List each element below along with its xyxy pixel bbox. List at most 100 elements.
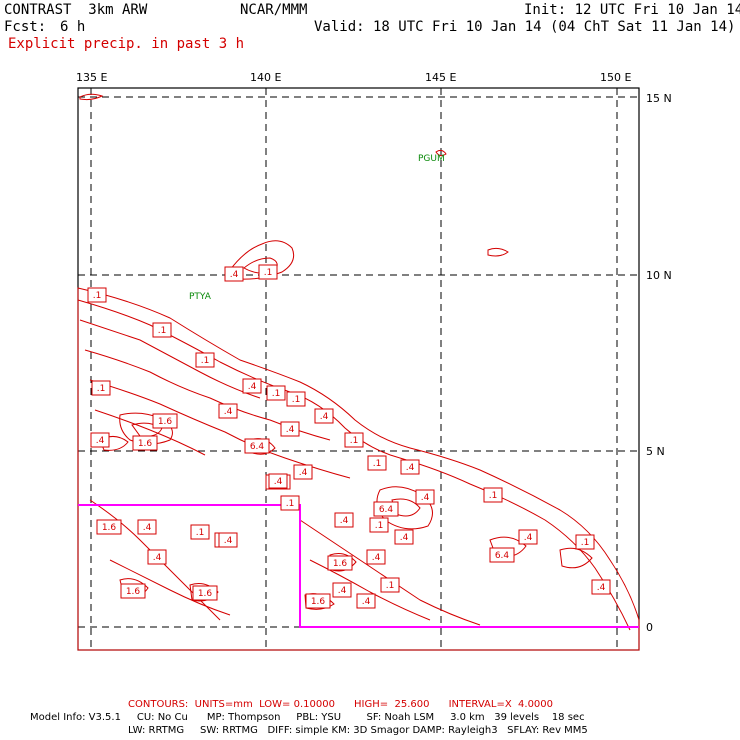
contour-label: .1 — [575, 534, 595, 550]
station-pgum: PGUM — [418, 154, 445, 164]
contour-label: .4 — [518, 529, 538, 545]
contour-label: .4 — [137, 519, 157, 535]
contour-label-text: .1 — [158, 326, 167, 336]
contour-label: .4 — [90, 432, 110, 448]
contour-label-text: 1.6 — [126, 587, 141, 597]
contour-label: 1.6 — [132, 435, 158, 451]
lat-label-15n: 15 N — [646, 92, 672, 105]
contour-label-text: .1 — [97, 384, 106, 394]
contour-label: .4 — [400, 459, 420, 475]
contour-label: .1 — [483, 487, 503, 503]
contour-label: 1.6 — [96, 519, 122, 535]
contour-label-text: .4 — [362, 597, 371, 607]
contour-label: .1 — [280, 495, 300, 511]
init-time: Init: 12 UTC Fri 10 Jan 14 — [524, 2, 740, 18]
station-markers: PGUM PTYA — [189, 154, 445, 302]
contour-label-text: .4 — [338, 586, 347, 596]
contour-label: .4 — [147, 549, 167, 565]
contour-label-text: .4 — [286, 425, 295, 435]
fcst-label: Fcst: — [4, 19, 47, 35]
contour-label: .4 — [224, 266, 244, 282]
model-title: CONTRAST 3km ARW — [4, 2, 148, 18]
contour-label-text: .1 — [196, 528, 205, 538]
contour-label-text: .4 — [372, 553, 381, 563]
contour-label-text: .4 — [406, 463, 415, 473]
contour-label: .1 — [91, 380, 111, 396]
contour-label-text: 1.6 — [198, 589, 213, 599]
contours-info: CONTOURS: UNITS=mm LOW= 0.10000 HIGH= 25… — [128, 699, 554, 710]
contour-label-text: .4 — [320, 412, 329, 422]
contour-label: 1.6 — [305, 593, 331, 609]
contour-label-text: 6.4 — [379, 505, 394, 515]
contour-label-text: .1 — [373, 459, 382, 469]
contour-label-text: .4 — [248, 382, 257, 392]
contour-label: 1.6 — [120, 583, 146, 599]
valid-time: Valid: 18 UTC Fri 10 Jan 14 (04 ChT Sat … — [314, 19, 736, 35]
contour-label-text: 1.6 — [158, 417, 173, 427]
contour-label-text: 1.6 — [311, 597, 326, 607]
contour-label-text: .4 — [230, 270, 239, 280]
model-info-line1: Model Info: V3.5.1 CU: No Cu MP: Thompso… — [30, 712, 585, 723]
contour-label-text: .1 — [489, 491, 498, 501]
contour-label-text: .1 — [264, 268, 273, 278]
contour-label: .1 — [190, 524, 210, 540]
contour-label-text: .1 — [386, 581, 395, 591]
contour-label: .4 — [280, 421, 300, 437]
contour-label: .4 — [591, 579, 611, 595]
lat-label-0: 0 — [646, 621, 653, 634]
contour-label: .1 — [258, 264, 278, 280]
contour-label-text: .4 — [421, 493, 430, 503]
fcst-value: 6 h — [60, 19, 86, 35]
contour-label: .4 — [242, 378, 262, 394]
contour-label: .4 — [334, 512, 354, 528]
contour-label: .1 — [344, 432, 364, 448]
contour-label: 6.4 — [244, 438, 270, 454]
contour-label: .4 — [415, 489, 435, 505]
lat-label-10n: 10 N — [646, 269, 672, 282]
contour-label: .4 — [314, 408, 334, 424]
contour-label: 6.4 — [373, 501, 399, 517]
contour-label-text: .4 — [96, 436, 105, 446]
lon-label-135: 135 E — [76, 71, 108, 84]
contour-label: .1 — [367, 455, 387, 471]
contour-label-text: .1 — [286, 499, 295, 509]
contour-label-text: .4 — [597, 583, 606, 593]
contour-label: .1 — [152, 322, 172, 338]
contour-label-text: .1 — [93, 291, 102, 301]
contour-label: .4 — [293, 464, 313, 480]
contour-label-text: .1 — [350, 436, 359, 446]
contour-label-text: .4 — [224, 536, 233, 546]
contour-label: .4 — [218, 403, 238, 419]
contour-label: .1 — [195, 352, 215, 368]
contour-label-text: 1.6 — [138, 439, 153, 449]
contour-label-text: .1 — [201, 356, 210, 366]
contour-label-text: .4 — [153, 553, 162, 563]
contour-label-text: .1 — [375, 521, 384, 531]
field-title: Explicit precip. in past 3 h — [8, 36, 245, 52]
contour-label: .4 — [394, 529, 414, 545]
contour-label: .1 — [266, 385, 286, 401]
contour-label-text: .4 — [524, 533, 533, 543]
contour-label-text: .4 — [143, 523, 152, 533]
contour-label-text: 1.6 — [333, 559, 348, 569]
contour-label: 1.6 — [192, 585, 218, 601]
contour-label-text: .4 — [224, 407, 233, 417]
station-ptya: PTYA — [189, 292, 212, 302]
contour-label: 1.6 — [327, 555, 353, 571]
contour-label: .4 — [218, 532, 238, 548]
lat-label-5n: 5 N — [646, 445, 665, 458]
plot-frame — [77, 87, 640, 651]
lat-lon-grid — [78, 88, 639, 650]
contour-label-text: .4 — [299, 468, 308, 478]
contour-label-text: .1 — [272, 389, 281, 399]
contour-label: .4 — [366, 549, 386, 565]
contour-label-text: 1.6 — [102, 523, 117, 533]
lon-label-145: 145 E — [425, 71, 457, 84]
contour-label: 1.6 — [152, 413, 178, 429]
precip-contours — [77, 93, 640, 651]
contour-label-text: .4 — [340, 516, 349, 526]
org-label: NCAR/MMM — [240, 2, 308, 18]
contour-labels: .1 .1 .1 .1 .4 .1 .1 .4 .4 .1 .4 .4 .1 .4 .4 .1 .4 .4 .1 .4… — [87, 264, 611, 609]
contour-label-text: 6.4 — [250, 442, 265, 452]
